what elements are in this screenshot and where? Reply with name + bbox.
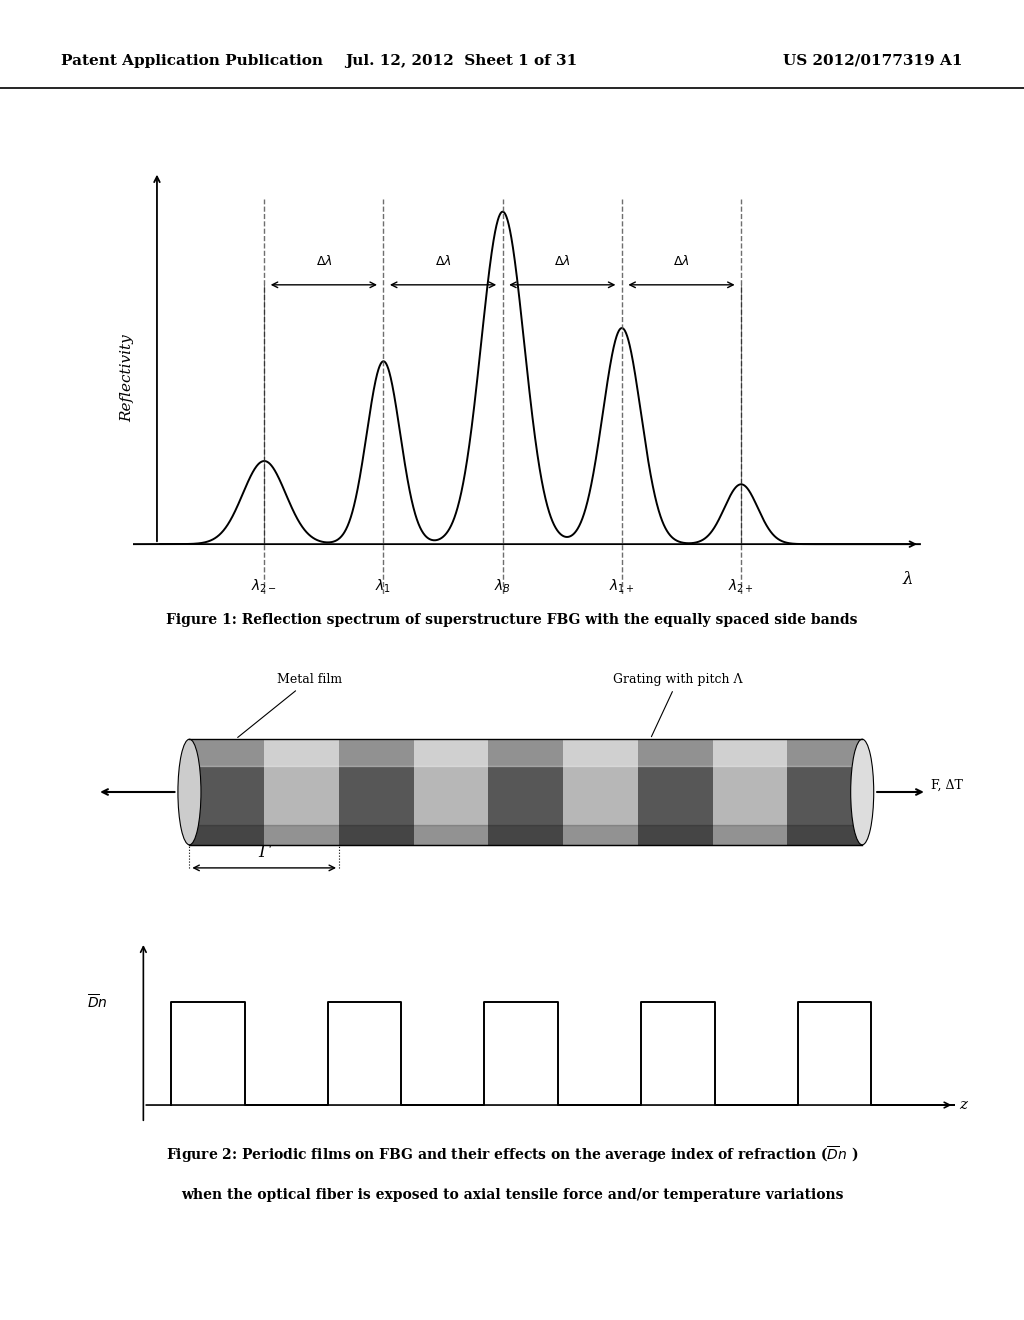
Text: Figure 2: Periodic films on FBG and their effects on the average index of refrac: Figure 2: Periodic films on FBG and thei… (166, 1144, 858, 1166)
Text: $\Delta\lambda$: $\Delta\lambda$ (554, 255, 570, 268)
Text: $\Delta\lambda$: $\Delta\lambda$ (673, 255, 690, 268)
Text: $\lambda_{B}$: $\lambda_{B}$ (495, 577, 511, 595)
Bar (264, 739, 339, 845)
Text: Figure 1: Reflection spectrum of superstructure FBG with the equally spaced side: Figure 1: Reflection spectrum of superst… (166, 614, 858, 627)
Bar (713, 739, 787, 845)
Text: $\lambda_{1}$: $\lambda_{1}$ (376, 577, 391, 595)
Text: F, ΔT: F, ΔT (932, 779, 964, 792)
Text: $\Delta\lambda$: $\Delta\lambda$ (435, 255, 452, 268)
Bar (638, 739, 713, 845)
Text: Patent Application Publication: Patent Application Publication (61, 54, 324, 67)
Bar (339, 739, 414, 845)
Text: λ: λ (903, 570, 913, 587)
Bar (563, 739, 638, 845)
Text: $\lambda_{2+}$: $\lambda_{2+}$ (728, 577, 754, 595)
Text: $\lambda_{2-}$: $\lambda_{2-}$ (251, 577, 278, 595)
Text: $\Delta\lambda$: $\Delta\lambda$ (315, 255, 332, 268)
Bar (189, 739, 264, 845)
Text: Grating with pitch Λ: Grating with pitch Λ (613, 673, 742, 737)
Text: Γ: Γ (258, 845, 270, 862)
Text: US 2012/0177319 A1: US 2012/0177319 A1 (783, 54, 963, 67)
Text: z: z (959, 1098, 967, 1111)
Text: Jul. 12, 2012  Sheet 1 of 31: Jul. 12, 2012 Sheet 1 of 31 (345, 54, 577, 67)
Text: $\lambda_{1+}$: $\lambda_{1+}$ (609, 577, 635, 595)
Ellipse shape (178, 739, 201, 845)
Text: when the optical fiber is exposed to axial tensile force and/or temperature vari: when the optical fiber is exposed to axi… (181, 1188, 843, 1201)
Text: Reflectivity: Reflectivity (120, 334, 134, 422)
Bar (488, 739, 563, 845)
Bar (414, 739, 488, 845)
Bar (787, 739, 862, 845)
Text: $\overline{D}n$: $\overline{D}n$ (87, 993, 108, 1011)
Ellipse shape (851, 739, 873, 845)
Text: Metal film: Metal film (238, 673, 342, 738)
